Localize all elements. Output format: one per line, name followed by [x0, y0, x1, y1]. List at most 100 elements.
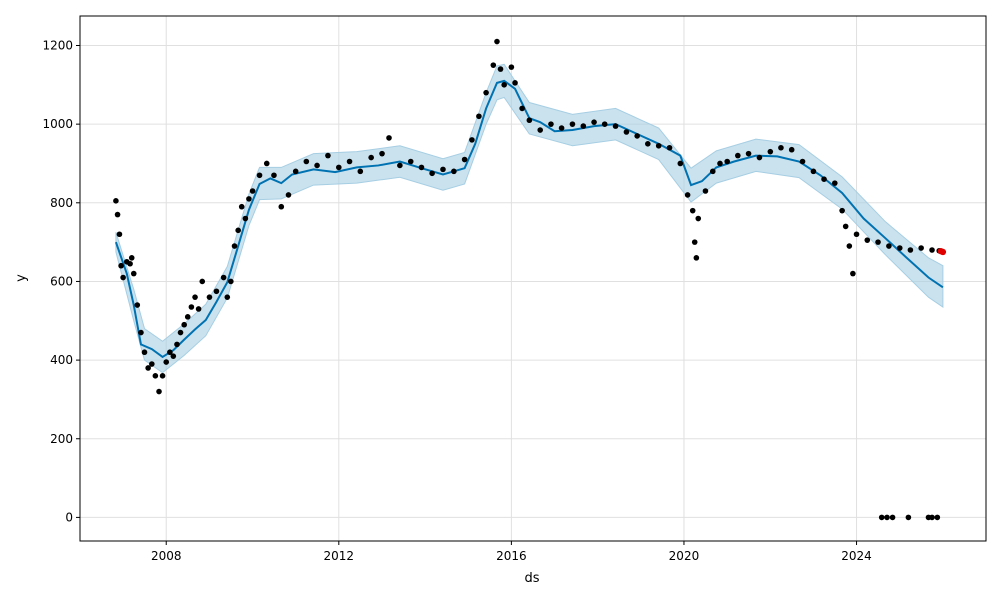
observed-point	[429, 170, 435, 177]
observed-point	[116, 231, 123, 238]
observed-point	[878, 514, 885, 521]
observed-point	[483, 89, 489, 96]
observed-point	[163, 359, 170, 365]
observed-point	[181, 321, 187, 328]
observed-point	[386, 135, 392, 141]
y-tick-label: 600	[50, 274, 73, 288]
observed-point	[292, 168, 299, 175]
observed-point	[684, 192, 691, 198]
observed-point	[490, 62, 497, 68]
observed-point	[118, 262, 124, 269]
observed-point	[839, 207, 845, 214]
observed-point	[285, 192, 292, 198]
observed-point	[167, 349, 173, 356]
observed-point	[569, 121, 576, 127]
observed-point	[788, 146, 795, 153]
observed-point	[130, 270, 137, 277]
observed-point	[735, 152, 741, 159]
observed-point	[695, 215, 702, 222]
observed-point	[379, 150, 385, 157]
observed-point	[199, 278, 206, 285]
highlighted-point	[939, 248, 947, 256]
observed-point	[591, 119, 597, 125]
observed-point	[508, 64, 515, 70]
observed-point	[418, 164, 425, 171]
observed-point	[159, 373, 166, 379]
observed-point	[907, 247, 914, 253]
observed-point	[145, 365, 151, 371]
y-tick-label: 800	[50, 196, 73, 210]
observed-point	[896, 245, 903, 251]
observed-point	[188, 304, 195, 310]
observed-point	[314, 162, 320, 169]
observed-point	[645, 141, 651, 147]
observed-point	[717, 160, 723, 167]
observed-point	[778, 144, 784, 151]
observed-point	[174, 341, 180, 348]
observed-point	[580, 123, 587, 129]
observed-point	[242, 215, 249, 222]
observed-point	[440, 166, 446, 173]
observed-point	[271, 172, 277, 179]
x-tick-label: 2024	[841, 549, 872, 563]
observed-point	[494, 38, 500, 45]
observed-point	[336, 164, 342, 171]
observed-point	[842, 223, 849, 230]
observed-point	[152, 373, 159, 379]
observed-point	[689, 207, 696, 214]
observed-point	[691, 239, 698, 245]
observed-point	[724, 158, 730, 165]
observed-point	[224, 294, 231, 300]
observed-point	[192, 294, 198, 300]
observed-point	[235, 227, 241, 234]
observed-point	[114, 211, 121, 218]
observed-point	[357, 168, 364, 175]
observed-point	[677, 160, 684, 167]
x-tick-label: 2020	[669, 549, 700, 563]
observed-point	[767, 148, 774, 155]
observed-point	[346, 158, 353, 165]
observed-point	[905, 514, 912, 521]
observed-point	[141, 349, 148, 356]
observed-point	[138, 329, 144, 336]
observed-point	[256, 172, 263, 179]
observed-point	[929, 247, 935, 253]
x-tick-label: 2008	[151, 549, 182, 563]
observed-point	[875, 239, 881, 245]
observed-point	[810, 168, 817, 175]
observed-point	[709, 168, 716, 175]
observed-point	[113, 198, 119, 204]
observed-point	[745, 150, 752, 157]
x-axis-ticks: 2008 2012 2016 2020 2024	[151, 541, 872, 563]
observed-point	[832, 180, 838, 186]
observed-point	[519, 105, 525, 112]
observed-point	[476, 113, 482, 120]
observed-point	[120, 274, 126, 281]
observed-point	[177, 329, 184, 336]
observed-point	[884, 514, 890, 521]
uncertainty-band	[115, 63, 944, 374]
observed-point	[246, 196, 252, 202]
observed-point	[886, 243, 892, 249]
observed-point	[134, 302, 141, 308]
y-tick-label: 0	[65, 510, 73, 524]
plot-frame	[79, 15, 987, 542]
observed-point	[526, 117, 533, 124]
observed-point	[213, 288, 220, 295]
x-tick-label: 2012	[324, 549, 355, 563]
observed-point	[756, 154, 763, 161]
observed-point	[469, 137, 475, 143]
observed-point	[156, 388, 162, 395]
y-tick-label: 1200	[42, 38, 73, 52]
observed-point	[497, 66, 504, 72]
y-tick-label: 400	[50, 353, 73, 367]
observed-point	[303, 158, 310, 165]
observed-point	[702, 188, 709, 194]
observed-point	[220, 274, 227, 281]
observed-point	[278, 203, 285, 210]
observed-point	[846, 243, 853, 249]
observed-point	[693, 255, 700, 261]
observed-point	[461, 156, 468, 163]
